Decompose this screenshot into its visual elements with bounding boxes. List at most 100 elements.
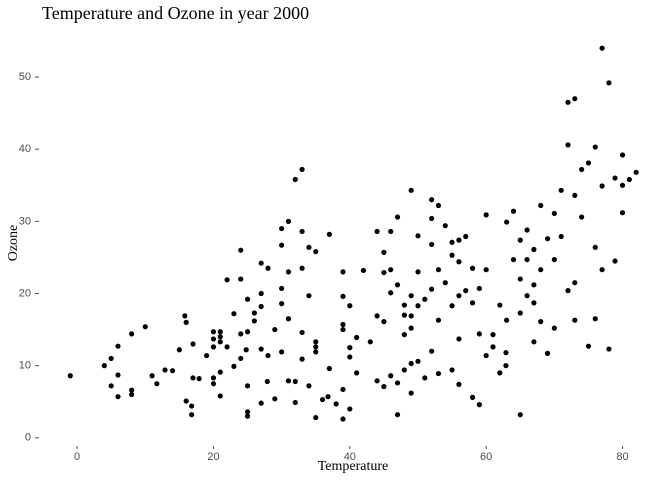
point bbox=[299, 228, 305, 235]
point bbox=[449, 367, 455, 373]
point bbox=[340, 269, 346, 275]
point bbox=[231, 363, 237, 369]
point bbox=[592, 316, 598, 322]
point bbox=[456, 293, 462, 299]
point bbox=[401, 332, 407, 338]
point bbox=[408, 325, 414, 331]
point bbox=[204, 352, 210, 359]
point bbox=[115, 343, 121, 349]
point bbox=[476, 402, 482, 408]
point bbox=[558, 233, 564, 240]
point bbox=[490, 332, 496, 338]
point bbox=[401, 312, 407, 318]
point bbox=[292, 399, 298, 406]
point bbox=[572, 280, 578, 286]
point bbox=[244, 296, 251, 302]
point bbox=[258, 290, 264, 297]
point bbox=[524, 293, 530, 299]
point bbox=[115, 394, 121, 400]
point bbox=[585, 160, 592, 166]
point bbox=[210, 375, 217, 381]
point bbox=[244, 383, 251, 389]
y-tick-label: 0 bbox=[25, 432, 31, 444]
point bbox=[190, 341, 196, 347]
point bbox=[442, 223, 448, 229]
point bbox=[285, 269, 292, 275]
point bbox=[599, 183, 605, 189]
point bbox=[115, 372, 121, 378]
point bbox=[258, 303, 264, 310]
point bbox=[258, 346, 264, 352]
point bbox=[354, 370, 360, 376]
point bbox=[408, 293, 414, 299]
point bbox=[463, 233, 469, 240]
point bbox=[238, 276, 244, 282]
point bbox=[374, 228, 380, 235]
point bbox=[469, 300, 476, 306]
point bbox=[531, 300, 537, 306]
point bbox=[381, 249, 387, 255]
point bbox=[490, 344, 496, 350]
point bbox=[435, 267, 442, 273]
point bbox=[429, 215, 435, 222]
point bbox=[435, 317, 442, 323]
point bbox=[265, 265, 271, 271]
point bbox=[565, 99, 571, 105]
point bbox=[154, 381, 160, 387]
point bbox=[408, 313, 414, 319]
point bbox=[306, 293, 312, 299]
point bbox=[599, 45, 605, 51]
x-tick-label: 0 bbox=[74, 451, 80, 463]
point bbox=[429, 286, 435, 292]
point bbox=[626, 176, 632, 183]
point bbox=[415, 358, 421, 364]
point bbox=[333, 401, 339, 407]
point bbox=[388, 267, 394, 273]
point bbox=[279, 242, 285, 248]
point bbox=[231, 311, 237, 317]
point bbox=[504, 219, 510, 225]
y-tick-label: 20 bbox=[19, 287, 31, 299]
point bbox=[285, 316, 292, 322]
point bbox=[572, 96, 578, 102]
point bbox=[347, 354, 353, 360]
point bbox=[258, 260, 264, 266]
point bbox=[503, 363, 509, 369]
point bbox=[238, 331, 244, 337]
point bbox=[394, 282, 401, 288]
point bbox=[326, 365, 332, 372]
chart-title: Temperature and Ozone in year 2000 bbox=[42, 3, 309, 23]
point bbox=[347, 303, 353, 309]
point bbox=[243, 347, 249, 353]
point bbox=[340, 321, 346, 328]
point bbox=[306, 244, 312, 250]
point bbox=[504, 317, 510, 323]
point bbox=[183, 319, 189, 325]
point bbox=[347, 406, 353, 412]
point bbox=[388, 373, 394, 379]
point bbox=[340, 326, 346, 333]
point bbox=[258, 400, 264, 406]
point bbox=[210, 381, 217, 387]
point bbox=[285, 218, 292, 224]
point bbox=[517, 237, 523, 243]
point bbox=[292, 176, 298, 183]
point bbox=[176, 347, 182, 353]
point bbox=[217, 339, 223, 345]
point bbox=[579, 166, 585, 173]
point bbox=[538, 267, 544, 273]
point bbox=[340, 416, 346, 422]
point bbox=[422, 375, 428, 381]
y-tick-label: 50 bbox=[19, 71, 31, 83]
point bbox=[313, 249, 319, 255]
x-axis-title: Temperature bbox=[318, 459, 389, 474]
point bbox=[401, 367, 407, 373]
point bbox=[394, 380, 401, 386]
point bbox=[469, 265, 476, 271]
point bbox=[182, 313, 188, 319]
point bbox=[299, 329, 305, 336]
point bbox=[394, 412, 401, 418]
point bbox=[517, 310, 523, 316]
point bbox=[285, 378, 292, 384]
point bbox=[279, 349, 285, 355]
